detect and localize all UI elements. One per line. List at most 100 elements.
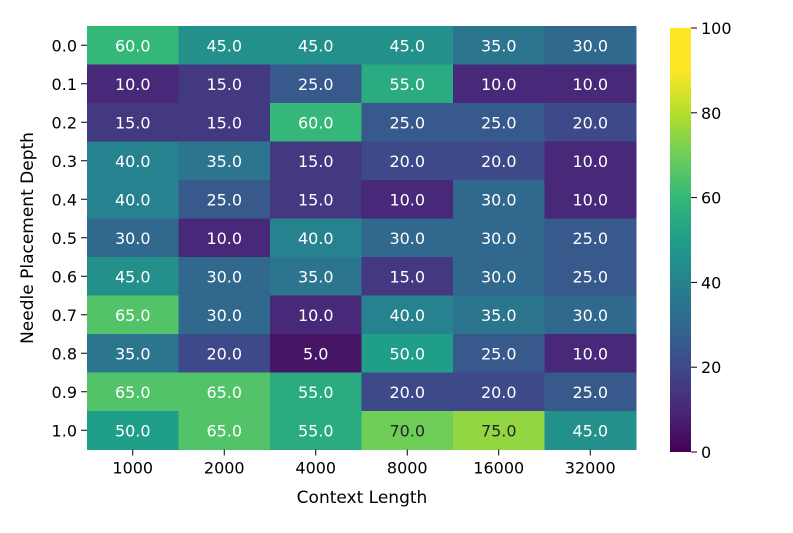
x-tick-label: 16000: [473, 459, 524, 478]
y-tick-label: 0.2: [52, 113, 77, 132]
x-axis: 1000 2000 4000 8000 16000 32000: [112, 449, 616, 478]
heatmap-cell: [178, 218, 271, 258]
colorbar-tick-label: 60: [701, 189, 721, 208]
heatmap-cell: [270, 295, 362, 335]
y-axis-label: Needle Placement Depth: [18, 132, 38, 344]
cell-value-label: 25.0: [572, 229, 608, 248]
heatmap-cell: [87, 64, 179, 104]
x-tick-label: 4000: [295, 459, 336, 478]
cell-value-label: 25.0: [206, 190, 242, 209]
heatmap-cell: [453, 334, 545, 373]
heatmap-cell: [544, 334, 637, 373]
cell-value-label: 75.0: [481, 421, 517, 440]
heatmap-cell: [178, 180, 271, 219]
heatmap-cell: [270, 334, 362, 373]
cell-value-label: 65.0: [206, 421, 242, 440]
heatmap-cell: [453, 26, 545, 65]
cell-value-label: 20.0: [389, 152, 425, 171]
colorbar-tick-label: 20: [701, 358, 721, 377]
cell-value-label: 20.0: [206, 344, 242, 363]
cell-value-label: 20.0: [389, 383, 425, 402]
heatmap-cell: [361, 334, 454, 373]
cell-value-label: 25.0: [389, 113, 425, 132]
colorbar: [670, 28, 691, 452]
cell-value-label: 35.0: [481, 36, 517, 55]
cell-value-label: 15.0: [389, 267, 425, 286]
heatmap-cell: [361, 218, 454, 258]
heatmap-cell: [178, 257, 271, 296]
cell-value-label: 70.0: [389, 421, 425, 440]
heatmap-cell: [453, 372, 545, 412]
heatmap-cell: [87, 334, 179, 373]
cell-value-label: 30.0: [572, 36, 608, 55]
heatmap-cells: [87, 26, 637, 450]
cell-value-label: 45.0: [389, 36, 425, 55]
heatmap-cell: [178, 103, 271, 142]
cell-value-label: 5.0: [303, 344, 328, 363]
y-tick-label: 1.0: [52, 421, 77, 440]
cell-value-label: 10.0: [206, 229, 242, 248]
cell-value-label: 10.0: [572, 344, 608, 363]
x-tick-label: 8000: [387, 459, 428, 478]
heatmap-cell: [178, 334, 271, 373]
cell-value-label: 20.0: [481, 383, 517, 402]
heatmap-cell: [87, 218, 179, 258]
heatmap-cell: [361, 411, 454, 450]
cell-value-label: 10.0: [572, 190, 608, 209]
heatmap-cell: [544, 218, 637, 258]
cell-value-label: 60.0: [115, 36, 151, 55]
cell-value-label: 25.0: [481, 344, 517, 363]
cell-value-label: 40.0: [298, 229, 334, 248]
cell-value-label: 40.0: [115, 190, 151, 209]
cell-value-label: 30.0: [481, 229, 517, 248]
heatmap-cell: [87, 26, 179, 65]
cell-value-label: 50.0: [389, 344, 425, 363]
heatmap-cell: [453, 103, 545, 142]
heatmap-cell: [178, 64, 271, 104]
cell-value-label: 50.0: [115, 421, 151, 440]
heatmap-cell: [178, 141, 271, 181]
heatmap-cell: [178, 411, 271, 450]
cell-value-label: 40.0: [389, 306, 425, 325]
y-tick-label: 0.5: [52, 229, 77, 248]
heatmap-cell: [361, 180, 454, 219]
heatmap-cell: [178, 295, 271, 335]
heatmap-cell: [361, 257, 454, 296]
cell-value-label: 45.0: [206, 36, 242, 55]
cell-value-label: 60.0: [298, 113, 334, 132]
cell-value-label: 25.0: [572, 267, 608, 286]
heatmap-cell: [87, 372, 179, 412]
cell-value-label: 40.0: [115, 152, 151, 171]
cell-value-label: 10.0: [115, 75, 151, 94]
cell-value-label: 15.0: [298, 152, 334, 171]
heatmap-cell: [544, 257, 637, 296]
heatmap-cell: [544, 64, 637, 104]
heatmap-cell: [87, 295, 179, 335]
cell-value-label: 35.0: [206, 152, 242, 171]
heatmap-cell: [544, 411, 637, 450]
cell-value-label: 10.0: [572, 152, 608, 171]
heatmap-cell: [361, 26, 454, 65]
heatmap-cell: [361, 141, 454, 181]
heatmap-cell: [270, 103, 362, 142]
cell-value-label: 35.0: [298, 267, 334, 286]
heatmap-cell: [453, 411, 545, 450]
heatmap-cell: [270, 218, 362, 258]
heatmap-cell: [361, 103, 454, 142]
cell-value-label: 15.0: [206, 113, 242, 132]
heatmap-cell: [270, 372, 362, 412]
heatmap-cell: [270, 180, 362, 219]
heatmap-cell: [453, 218, 545, 258]
cell-value-label: 30.0: [481, 190, 517, 209]
y-tick-label: 0.1: [52, 75, 77, 94]
cell-value-label: 30.0: [481, 267, 517, 286]
y-tick-label: 0.0: [52, 36, 77, 55]
cell-value-label: 55.0: [389, 75, 425, 94]
heatmap-cell: [178, 26, 271, 65]
cell-value-label: 65.0: [115, 383, 151, 402]
cell-value-label: 25.0: [572, 383, 608, 402]
heatmap-cell: [453, 257, 545, 296]
y-axis: 0.0 0.1 0.2 0.3 0.4 0.5 0.6 0.7 0.8 0.9 1.0: [52, 36, 87, 440]
heatmap-cell: [361, 372, 454, 412]
